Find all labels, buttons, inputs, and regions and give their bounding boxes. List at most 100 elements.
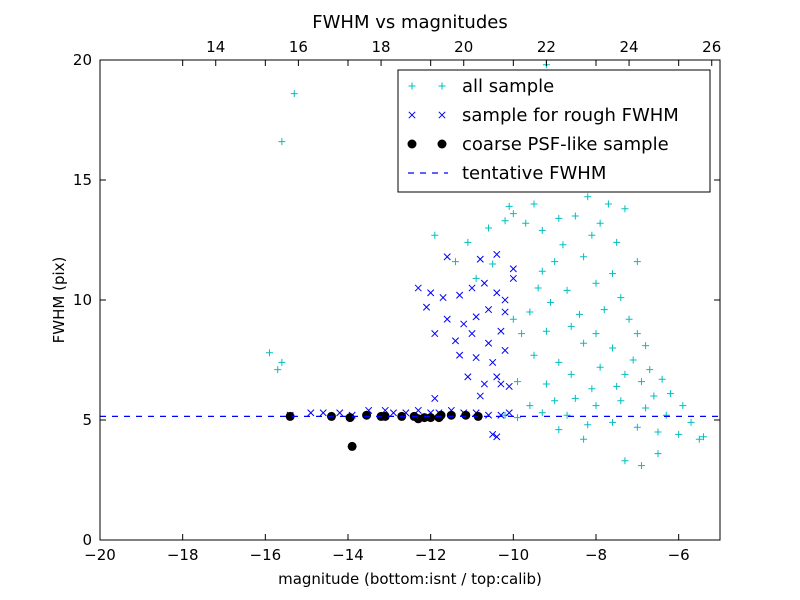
all-sample-point — [584, 421, 592, 429]
all-sample-point — [642, 342, 650, 350]
all-sample-point — [567, 370, 575, 378]
all-sample-point — [526, 308, 534, 316]
series-group — [100, 61, 720, 470]
all-sample-point — [679, 402, 687, 410]
all-sample-point — [575, 310, 583, 318]
all-sample-point — [637, 378, 645, 386]
psf-like-point — [426, 413, 436, 423]
rough-fwhm-point — [456, 291, 464, 299]
all-sample-point — [633, 330, 641, 338]
all-sample-point — [555, 358, 563, 366]
all-sample-point — [505, 202, 513, 210]
x-tick-label: −8 — [585, 546, 607, 564]
all-sample-point — [451, 258, 459, 266]
all-sample-point — [472, 274, 480, 282]
legend-box — [397, 69, 711, 193]
all-sample-point — [526, 402, 534, 410]
rough-fwhm-point — [501, 308, 509, 316]
top-tick-label: 16 — [289, 38, 308, 56]
legend-label: coarse PSF-like sample — [462, 134, 669, 155]
psf-like-point — [446, 410, 456, 420]
legend-label: all sample — [462, 76, 554, 97]
rough-fwhm-point — [431, 330, 439, 338]
x-tick-label: −16 — [250, 546, 282, 564]
legend-x-symbol — [438, 111, 446, 119]
all-sample-point — [592, 330, 600, 338]
y-tick-label: 5 — [82, 411, 92, 429]
all-sample-point — [596, 219, 604, 227]
all-sample-point — [687, 418, 695, 426]
plot-area — [100, 61, 720, 470]
all-sample-point — [534, 284, 542, 292]
rough-fwhm-point — [439, 294, 447, 302]
rough-fwhm-point — [414, 284, 422, 292]
rough-fwhm-point — [472, 313, 480, 321]
all-sample-point — [530, 200, 538, 208]
all-sample-point — [513, 414, 521, 422]
all-sample-point — [600, 306, 608, 314]
top-tick-label: 20 — [454, 38, 473, 56]
all-sample-point — [274, 366, 282, 374]
all-sample-point — [580, 253, 588, 261]
all-sample-point — [431, 231, 439, 239]
x-tick-label: −6 — [668, 546, 690, 564]
all-sample-point — [633, 258, 641, 266]
all-sample-point — [580, 339, 588, 347]
rough-fwhm-point — [501, 296, 509, 304]
legend-circle-symbol — [407, 139, 417, 149]
all-sample-point — [513, 378, 521, 386]
rough-fwhm-point — [493, 373, 501, 381]
all-sample-point — [633, 423, 641, 431]
all-sample-point — [542, 380, 550, 388]
psf-like-point — [419, 413, 429, 423]
all-sample-point — [563, 411, 571, 419]
all-sample-point — [547, 298, 555, 306]
all-sample-point — [642, 404, 650, 412]
all-sample-point — [637, 462, 645, 470]
all-sample-point — [571, 212, 579, 220]
all-sample-point — [621, 205, 629, 213]
all-sample-point — [654, 428, 662, 436]
all-sample-point — [646, 366, 654, 374]
all-sample-point — [695, 435, 703, 443]
rough-fwhm-point — [422, 303, 431, 311]
rough-fwhm-point — [476, 255, 484, 263]
rough-fwhm-point — [489, 358, 497, 366]
all-sample-point — [580, 435, 588, 443]
rough-fwhm-point — [489, 430, 497, 438]
all-sample-point — [555, 426, 563, 434]
all-sample-point — [596, 363, 604, 371]
all-sample-point — [675, 430, 683, 438]
rough-fwhm-point — [460, 320, 468, 328]
all-sample-point — [278, 358, 286, 366]
rough-fwhm-point — [480, 279, 488, 287]
legend-label: sample for rough FWHM — [462, 105, 679, 126]
all-sample-point — [604, 200, 612, 208]
all-sample-point — [588, 385, 596, 393]
all-sample-point — [555, 214, 563, 222]
rough-fwhm-point — [497, 327, 505, 335]
all-sample-point — [278, 138, 286, 146]
all-sample-point — [621, 457, 629, 465]
all-sample-point — [609, 418, 617, 426]
top-tick-label: 24 — [620, 38, 639, 56]
all-sample-point — [551, 397, 559, 405]
all-sample-point — [265, 349, 273, 357]
rough-fwhm-point — [451, 337, 460, 345]
x-tick-label: −14 — [332, 546, 364, 564]
all-sample-point — [538, 267, 546, 275]
rough-fwhm-point — [456, 351, 464, 359]
all-sample-point — [592, 402, 600, 410]
all-sample-point — [464, 238, 472, 246]
rough-fwhm-point — [443, 253, 451, 261]
top-tick-label: 14 — [206, 38, 225, 56]
y-axis-label: FWHM (pix) — [50, 257, 68, 344]
psf-like-point — [436, 410, 446, 420]
all-sample-point — [617, 397, 625, 405]
y-tick-label: 0 — [82, 531, 92, 549]
all-sample-point — [518, 330, 526, 338]
psf-like-point — [461, 410, 471, 420]
rough-fwhm-point — [480, 380, 488, 388]
rough-fwhm-point — [468, 330, 476, 338]
rough-fwhm-point — [497, 380, 505, 388]
